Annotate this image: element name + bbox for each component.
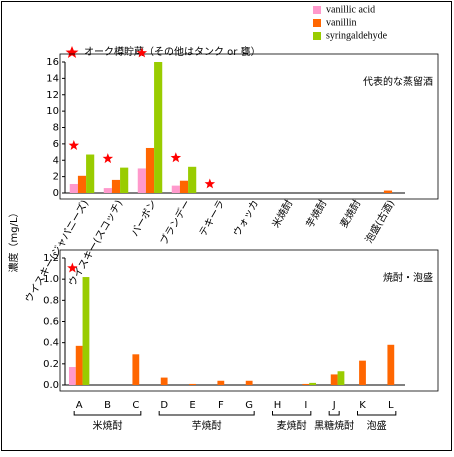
- y-tick-label: 0.6: [43, 317, 59, 328]
- bar: [86, 154, 95, 193]
- bar: [154, 62, 163, 193]
- frame: [1, 1, 452, 451]
- star-legend: [65, 46, 79, 58]
- oak-star: [170, 152, 182, 163]
- x-tick-label: E: [189, 400, 195, 411]
- bar: [75, 345, 83, 385]
- bar: [309, 382, 317, 385]
- bar: [132, 354, 140, 385]
- group-bracket: [73, 411, 142, 416]
- y-tick-label: 8: [53, 123, 59, 134]
- bar: [160, 377, 168, 385]
- y-tick-label: 4: [53, 155, 59, 166]
- y-tick-label: 1.0: [43, 274, 59, 285]
- y-tick-label: 0.4: [43, 338, 59, 349]
- y-tick-label: 0.8: [43, 295, 59, 306]
- oak-star: [67, 262, 78, 273]
- bar: [359, 360, 366, 385]
- legend-label: vanillic acid: [326, 4, 375, 15]
- legend-label: syringaldehyde: [326, 30, 388, 41]
- group-bracket: [357, 411, 397, 416]
- bar: [103, 188, 112, 193]
- x-tick-label: D: [160, 400, 168, 411]
- bar: [77, 175, 87, 193]
- x-tick-label: バーボン: [129, 198, 159, 239]
- x-tick-label: テキーラ: [197, 198, 227, 239]
- oak-star: [136, 47, 148, 58]
- bar: [302, 383, 310, 385]
- group-label: 泡盛: [367, 419, 387, 432]
- bar: [189, 383, 196, 385]
- bar: [387, 344, 395, 385]
- x-tick-label: ウォッカ: [231, 198, 261, 239]
- x-tick-label: 麦焼酎: [337, 198, 363, 230]
- oak-star: [68, 140, 80, 150]
- x-tick-label: F: [218, 400, 224, 411]
- group-label: 芋焼酎: [192, 419, 222, 432]
- x-tick-label: ブランデー: [157, 198, 193, 248]
- group-label: 黒糖焼酎: [314, 419, 354, 432]
- x-tick-label: I: [304, 400, 307, 411]
- y-tick-label: 16: [46, 57, 59, 68]
- bar: [217, 380, 225, 385]
- bar: [120, 167, 129, 193]
- legend-swatch: [313, 19, 321, 27]
- panel-title: 焼酎・泡盛: [383, 271, 433, 284]
- bar: [330, 374, 338, 385]
- bar: [68, 367, 76, 385]
- y-tick-label: 14: [46, 73, 59, 84]
- x-tick-label: K: [359, 400, 366, 411]
- plot-frame: [59, 249, 439, 392]
- y-tick-label: 0.2: [43, 359, 59, 370]
- bar: [245, 380, 253, 385]
- bar: [383, 190, 393, 193]
- x-tick-label: ウイスキー(ジャパニーズ): [22, 197, 92, 304]
- oak-star: [102, 153, 114, 164]
- bar: [82, 277, 90, 385]
- bar: [137, 168, 146, 193]
- group-bracket: [328, 411, 340, 416]
- group-label: 麦焼酎: [277, 419, 307, 432]
- bar: [171, 185, 180, 193]
- y-tick-label: 0: [53, 188, 59, 199]
- plot-frame: [59, 53, 439, 200]
- bar: [179, 180, 189, 193]
- x-tick-label: 芋焼酎: [303, 198, 329, 230]
- panel-title: 代表的な蒸留酒: [363, 75, 433, 88]
- annotation: オーク樽貯蔵（その他はタンク or 甕）: [84, 45, 261, 58]
- bar: [69, 183, 78, 193]
- x-tick-label: J: [332, 400, 336, 411]
- legend-swatch: [313, 6, 321, 14]
- y-tick-label: 6: [53, 139, 59, 150]
- y-tick-label: 12: [46, 90, 59, 101]
- bar: [145, 147, 155, 193]
- group-bracket: [272, 411, 312, 416]
- x-tick-label: B: [104, 400, 111, 411]
- x-tick-label: G: [245, 400, 253, 411]
- legend-label: vanillin: [326, 17, 357, 28]
- y-axis-label: 濃度（mg/L）: [7, 207, 20, 272]
- bar: [337, 371, 345, 385]
- x-tick-label: C: [132, 400, 139, 411]
- x-tick-label: L: [388, 400, 394, 411]
- group-bracket: [158, 411, 255, 416]
- y-tick-label: 2: [53, 172, 59, 183]
- x-tick-label: 米焼酎: [269, 198, 295, 230]
- x-tick-label: A: [76, 400, 83, 411]
- y-tick-label: 1.2: [43, 253, 59, 264]
- x-tick-label: 泡盛(古酒): [362, 197, 397, 245]
- bar: [188, 166, 197, 193]
- legend-swatch: [313, 32, 321, 40]
- group-label: 米焼酎: [93, 419, 123, 432]
- oak-star: [204, 178, 216, 189]
- y-tick-label: 10: [46, 106, 59, 117]
- x-tick-label: H: [274, 400, 282, 411]
- y-tick-label: 0.0: [43, 380, 59, 391]
- bar: [111, 179, 121, 193]
